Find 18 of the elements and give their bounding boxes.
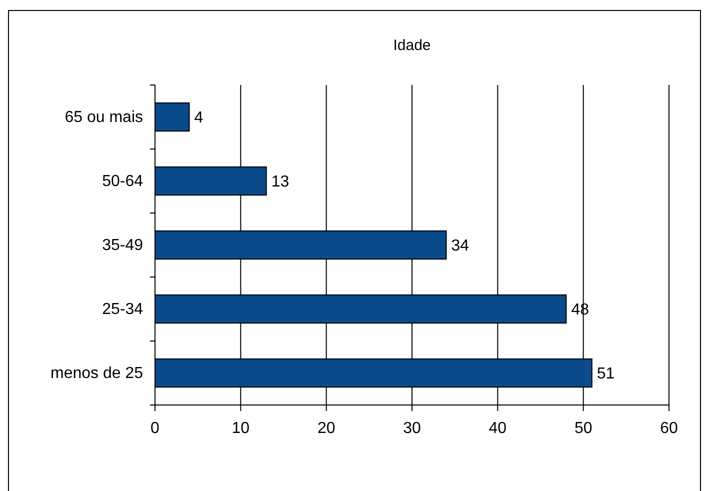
data-label: 13 bbox=[271, 174, 290, 191]
data-label: 4 bbox=[194, 110, 204, 127]
x-tick-label: 10 bbox=[232, 420, 250, 438]
x-tick-label: 0 bbox=[150, 420, 160, 438]
bar bbox=[154, 102, 190, 132]
y-tick-label: 35-49 bbox=[102, 237, 144, 254]
x-tick-label: 40 bbox=[488, 420, 507, 438]
y-tick-label: 25-34 bbox=[102, 301, 144, 318]
y-tick-label: 65 ou mais bbox=[64, 109, 143, 126]
chart-title: Idade bbox=[393, 37, 431, 54]
y-tick-label: 50-64 bbox=[102, 173, 144, 190]
x-tick-label: 60 bbox=[660, 420, 678, 438]
data-label: 51 bbox=[596, 366, 615, 383]
data-label: 34 bbox=[451, 238, 470, 255]
x-tick-label: 30 bbox=[403, 420, 421, 438]
x-tick-label: 20 bbox=[317, 420, 336, 438]
y-tick-label: menos de 25 bbox=[50, 365, 144, 382]
x-tick-label: 50 bbox=[574, 420, 592, 438]
